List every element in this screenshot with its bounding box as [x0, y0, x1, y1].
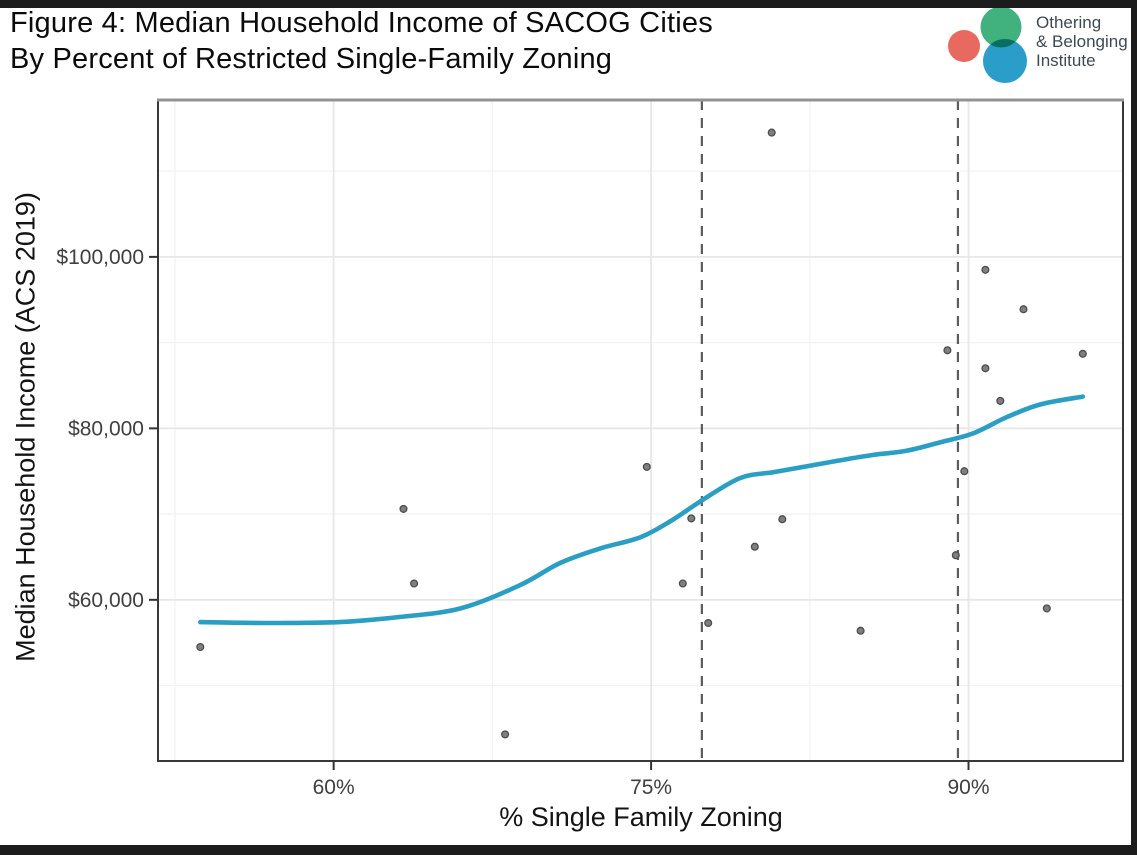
- logo-text-line1: Othering: [1036, 13, 1102, 32]
- obi-logo: Othering & Belonging Institute: [940, 5, 1137, 85]
- figure-title-line2: By Percent of Restricted Single-Family Z…: [10, 43, 613, 75]
- data-point: [856, 626, 865, 635]
- logo-salmon-circle: [948, 30, 980, 62]
- x-axis-title: % Single Family Zoning: [499, 802, 783, 832]
- trend-line: [198, 394, 1086, 626]
- logo-text-line2: & Belonging: [1036, 32, 1128, 51]
- y-tick-label: $80,000: [68, 417, 144, 440]
- x-tick-label: 90%: [947, 776, 989, 799]
- y-axis-title: Median Household Income (ACS 2019): [10, 192, 41, 662]
- obi-logo-circles-icon: [948, 6, 1027, 83]
- data-point: [399, 504, 408, 513]
- y-tick-label: $100,000: [56, 246, 144, 269]
- data-point: [981, 265, 990, 274]
- x-tick-label: 75%: [630, 776, 672, 799]
- data-point: [1078, 349, 1087, 358]
- figure-title: Figure 4: Median Household Income of SAC…: [10, 5, 713, 77]
- data-point: [981, 364, 990, 373]
- plot-panel: [158, 100, 1123, 761]
- logo-teal-circle: [983, 39, 1027, 83]
- right-border-bar: [1131, 0, 1137, 855]
- data-point: [750, 542, 759, 551]
- data-point: [951, 551, 960, 560]
- y-tick-label: $60,000: [68, 589, 144, 612]
- figure-title-line1: Figure 4: Median Household Income of SAC…: [10, 7, 713, 39]
- x-tick-label: 60%: [313, 776, 355, 799]
- data-point: [678, 579, 687, 588]
- data-point: [960, 467, 969, 476]
- bottom-border-bar: [0, 845, 1137, 855]
- data-point: [642, 462, 651, 471]
- data-point: [767, 128, 776, 137]
- data-point: [778, 515, 787, 524]
- data-point: [1042, 604, 1051, 613]
- logo-green-circle: [980, 6, 1022, 48]
- data-point: [1019, 305, 1028, 314]
- data-point: [501, 730, 510, 739]
- data-point: [704, 618, 713, 628]
- logo-text: Othering & Belonging Institute: [1036, 13, 1128, 70]
- data-point: [410, 579, 419, 588]
- data-point: [996, 396, 1005, 405]
- top-border-bar: [0, 0, 1137, 8]
- data-point: [687, 514, 696, 523]
- logo-text-line3: Institute: [1036, 51, 1096, 70]
- data-point: [943, 346, 952, 355]
- data-point: [196, 642, 205, 652]
